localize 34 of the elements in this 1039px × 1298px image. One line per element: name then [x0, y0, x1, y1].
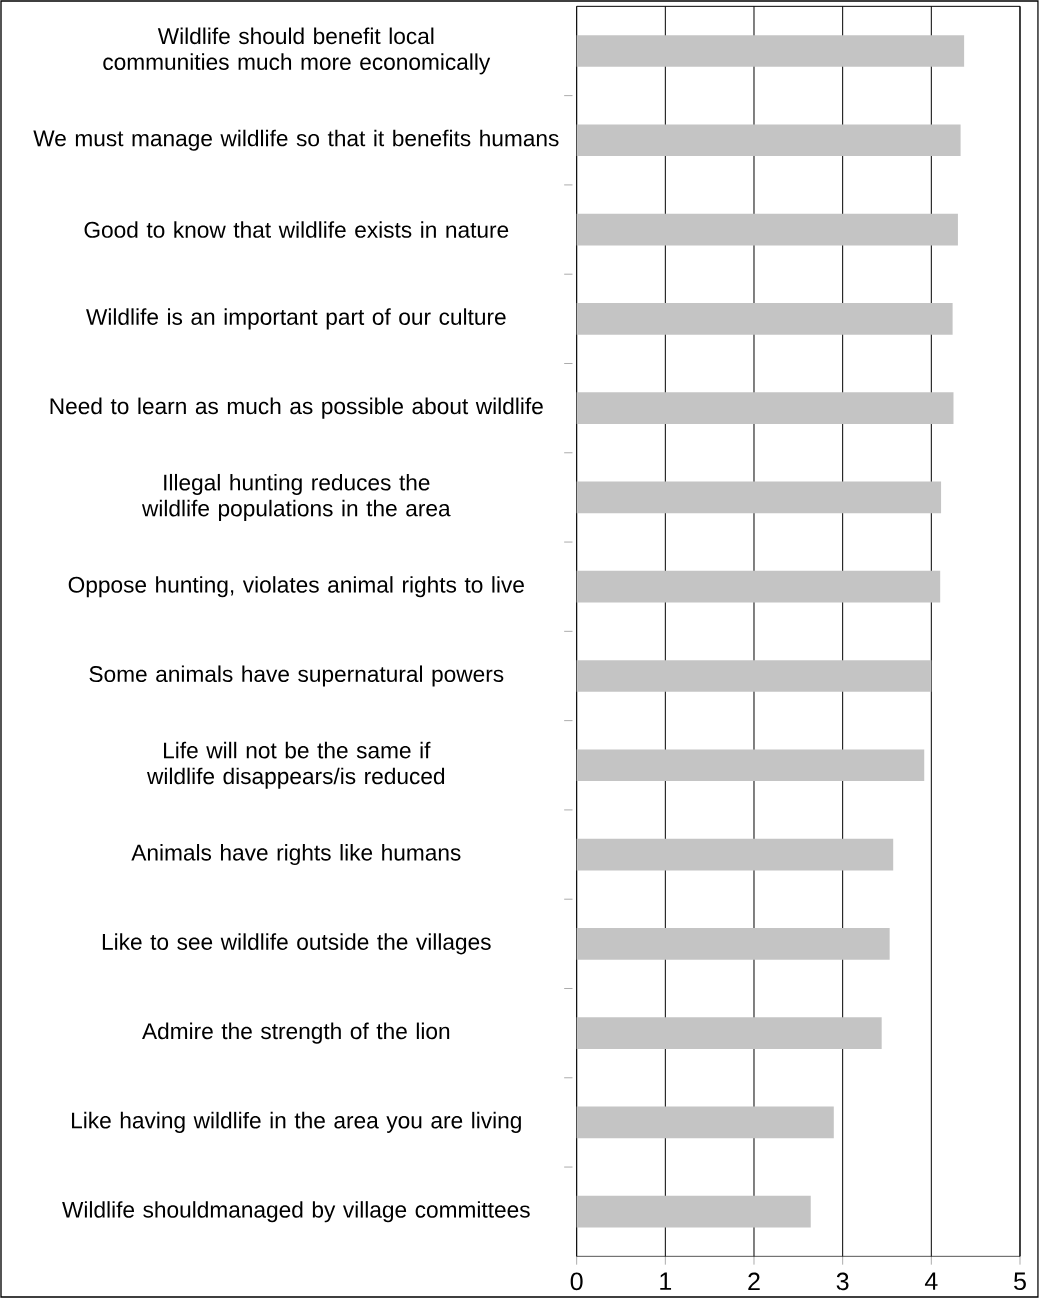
bar: [576, 303, 953, 335]
bar: [576, 35, 965, 67]
bar: [576, 1195, 811, 1228]
y-tick-label: Some animals have supernatural powers: [89, 665, 504, 687]
y-tick-label: Illegal hunting reduces the wildlife populations in the area: [141, 473, 451, 521]
bar: [576, 1017, 882, 1049]
y-tick-label: Need to learn as much as possible about wildlife: [50, 397, 543, 419]
x-tick-label: 4: [924, 1272, 938, 1290]
bar: [576, 838, 894, 871]
y-tick-label: Admire the strength of the lion: [142, 1022, 450, 1044]
bar: [576, 749, 925, 782]
y-tick-label: Like to see wildlife outside the villages: [102, 933, 491, 955]
x-tick-label: 1: [660, 1272, 672, 1290]
x-tick-label: 5: [1014, 1272, 1026, 1290]
x-tick-label: 0: [570, 1272, 583, 1291]
y-tick-label: Oppose hunting, violates animal rights to live: [68, 576, 524, 598]
y-tick-label: Like having wildlife in the area you are living: [72, 1111, 521, 1133]
y-tick-label: Wildlife shouldmanaged by village committees: [62, 1201, 530, 1223]
y-tick-label: Animals have rights like humans: [131, 844, 461, 866]
bar: [576, 392, 954, 424]
bar: [576, 213, 958, 246]
x-tick-label: 2: [748, 1272, 760, 1291]
y-tick-label: We must manage wildlife so that it benefits humans: [33, 129, 559, 151]
y-tick-label: Wildlife should benefit local communities much more economically: [103, 27, 491, 75]
y-tick-label: Wildlife is an important part of our culture: [86, 308, 506, 330]
bar: [576, 481, 942, 514]
bar: [576, 928, 890, 960]
y-tick-label: Good to know that wildlife exists in nature: [84, 221, 509, 238]
bar: [576, 660, 932, 692]
bar: [576, 1106, 834, 1139]
x-tick-label: 3: [836, 1272, 849, 1291]
bar: [576, 124, 961, 157]
y-tick-label: Life will not be the same if wildlife disappears/is reduced: [147, 741, 445, 789]
bar: [576, 570, 941, 603]
